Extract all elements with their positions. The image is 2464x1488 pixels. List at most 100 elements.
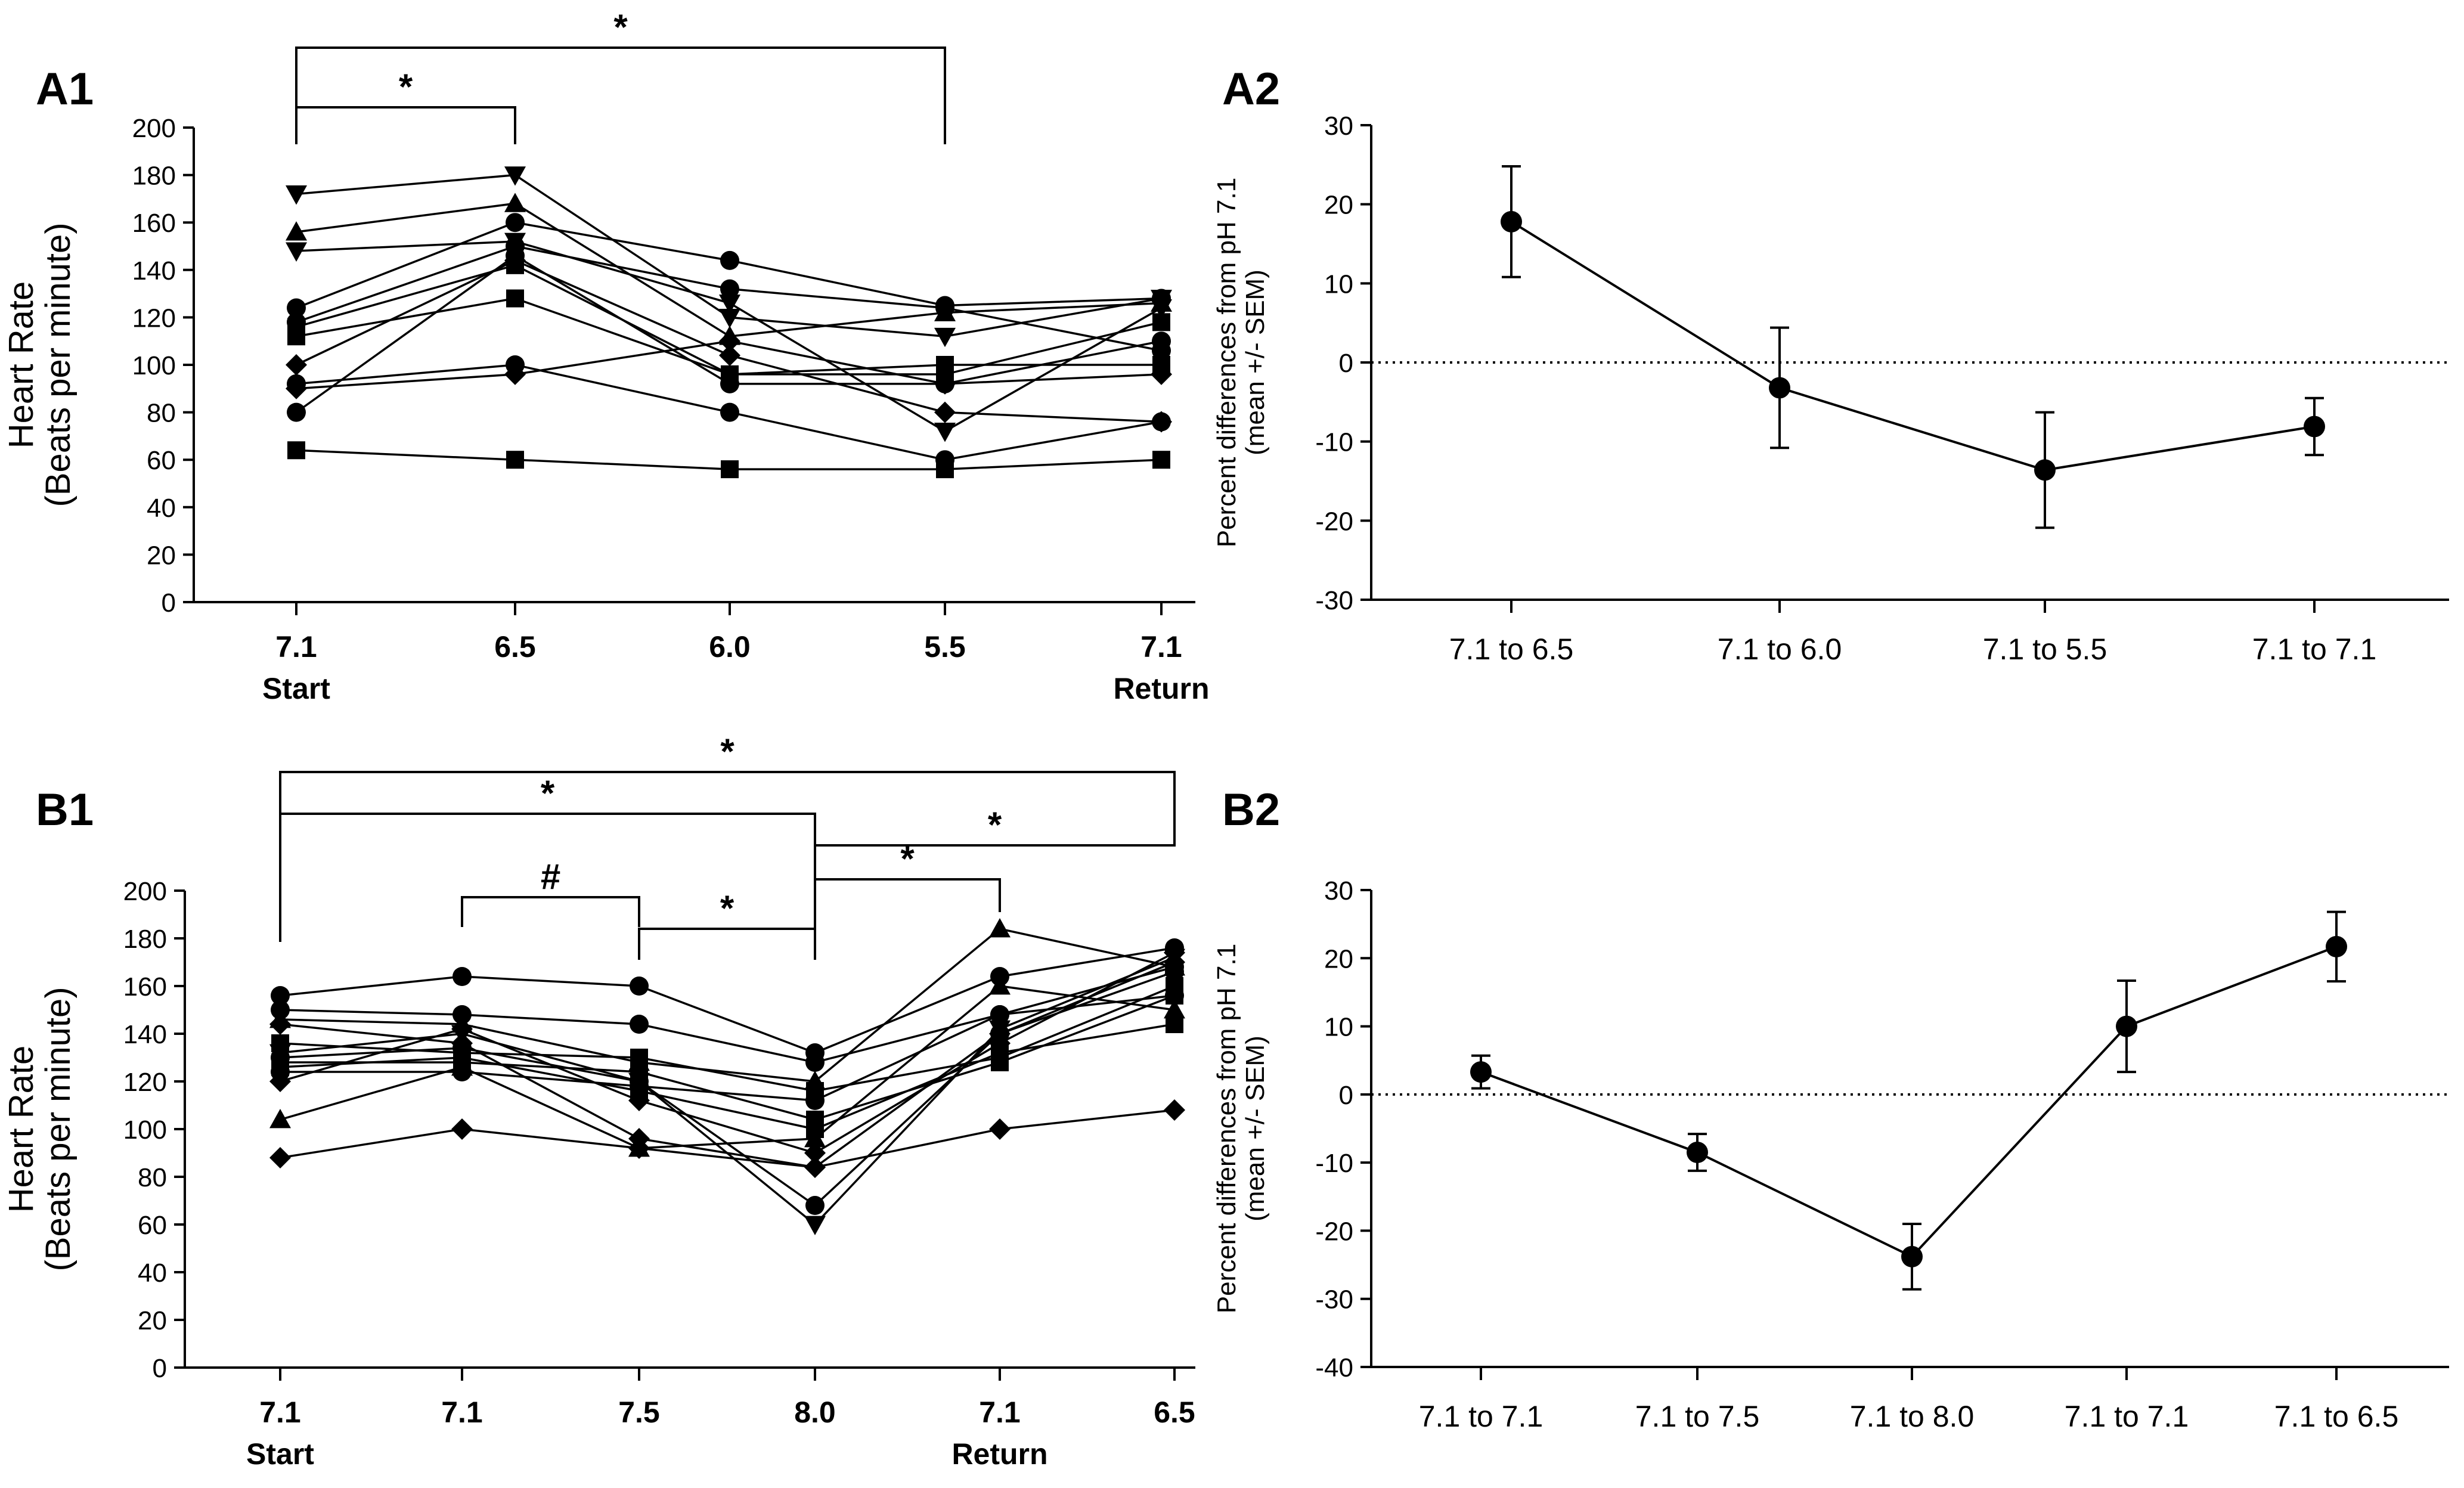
x-tick-label: 7.1 to 7.1 — [1419, 1400, 1544, 1433]
panel-label-b2: B2 — [1222, 785, 1280, 835]
significance-bracket — [814, 844, 1176, 847]
panel-a2: A2 -30 -20 -10 0 10 20 30 7.1 to 6.5 7.1 to 6.0 7.… — [1212, 64, 2449, 666]
series-line — [280, 966, 1175, 1064]
data-point — [936, 356, 954, 374]
series-line — [280, 994, 1175, 1121]
y-axis-title: Percent differences from pH 7.1 — [1212, 178, 1241, 547]
data-point — [990, 1005, 1009, 1024]
y-tick-label: 0 — [162, 588, 176, 618]
series-12 — [271, 962, 1184, 1215]
x-tick-sublabel: Start — [262, 672, 330, 705]
data-point — [1687, 1142, 1708, 1163]
significance-marker: * — [613, 7, 628, 47]
x-tick-label: 7.1 — [441, 1396, 483, 1429]
significance-marker: * — [541, 773, 555, 813]
data-point — [1165, 962, 1184, 981]
data-point — [504, 193, 526, 212]
data-point — [719, 294, 740, 314]
data-point — [936, 460, 954, 479]
data-point — [451, 1056, 473, 1076]
data-point — [934, 423, 956, 442]
series-line — [280, 928, 1175, 1083]
data-point — [506, 451, 524, 469]
y-tick-label: 100 — [132, 351, 176, 380]
data-point — [1152, 331, 1171, 351]
data-point — [271, 986, 290, 1005]
data-point — [1152, 313, 1170, 331]
data-point — [989, 1118, 1011, 1140]
data-point — [271, 1048, 290, 1067]
series-12 — [287, 441, 1170, 479]
y-tick-label: 20 — [138, 1306, 167, 1335]
y-tick-label: 0 — [153, 1354, 167, 1383]
data-point — [989, 975, 1011, 995]
data-point — [286, 242, 307, 262]
y-tick-label: 180 — [123, 925, 167, 954]
data-point — [935, 374, 954, 393]
y-tick-label: 140 — [132, 256, 176, 286]
significance-bracket — [461, 896, 640, 927]
data-point — [2304, 416, 2325, 438]
y-axis-title: (Beats per minute) — [39, 222, 78, 507]
panel-label-a1: A1 — [36, 64, 94, 114]
data-point — [934, 401, 956, 423]
mean-line — [1510, 221, 2315, 472]
x-tick-label: 8.0 — [794, 1396, 836, 1429]
significance-bracket — [279, 813, 816, 942]
data-point — [1165, 986, 1184, 1005]
data-point — [630, 1072, 649, 1091]
series-line — [280, 985, 1175, 1092]
x-tick-label: 7.1 to 7.5 — [1635, 1400, 1760, 1433]
y-axis-title: Percent differences from pH 7.1 — [1212, 944, 1241, 1313]
y-tick-label: 160 — [123, 972, 167, 1002]
data-point — [1152, 412, 1171, 432]
series-line — [280, 994, 1175, 1102]
x-tick-label: 7.1 — [259, 1396, 301, 1429]
y-tick-label: 140 — [123, 1020, 167, 1049]
data-point — [1501, 210, 1522, 232]
y-tick-label: 200 — [132, 114, 176, 143]
data-point — [630, 976, 649, 996]
data-point — [1164, 942, 1185, 963]
data-point — [1152, 289, 1171, 308]
y-tick-label: 20 — [1324, 944, 1353, 974]
data-point — [506, 246, 525, 265]
y-tick-label: 200 — [123, 877, 167, 906]
data-point — [269, 1013, 291, 1035]
series-line — [280, 1109, 1175, 1168]
y-tick-label: -30 — [1315, 586, 1353, 615]
data-point — [934, 327, 956, 348]
x-tick-label: 7.1 to 6.5 — [1449, 633, 1574, 666]
data-point — [286, 185, 307, 205]
x-tick-label: 7.1 to 6.0 — [1718, 633, 1842, 666]
significance-marker: * — [399, 67, 413, 107]
x-tick-label: 6.0 — [709, 630, 751, 664]
y-tick-label: 180 — [132, 162, 176, 191]
data-point — [1769, 377, 1790, 399]
data-point — [2326, 935, 2347, 957]
y-tick-label: 120 — [123, 1068, 167, 1097]
y-axis-title: (mean +/- SEM) — [1241, 1036, 1270, 1222]
y-axis-title: Heart Rate — [2, 281, 41, 448]
data-point — [286, 221, 307, 241]
data-point — [451, 1018, 473, 1040]
y-tick-label: 80 — [138, 1163, 167, 1192]
y-tick-label: -30 — [1315, 1285, 1353, 1315]
data-point — [506, 213, 525, 232]
data-point — [804, 1142, 826, 1164]
data-point — [630, 1015, 649, 1034]
y-tick-label: 30 — [1324, 876, 1353, 906]
data-point — [1164, 1099, 1185, 1121]
data-point — [287, 298, 306, 318]
significance-marker: * — [988, 805, 1002, 845]
data-point — [286, 377, 307, 399]
data-point — [805, 1053, 825, 1072]
panel-label-a2: A2 — [1222, 64, 1280, 114]
data-point — [287, 327, 305, 346]
x-tick-label: 7.1 to 8.0 — [1850, 1400, 1975, 1433]
data-point — [720, 374, 739, 393]
x-tick-label: 7.1 — [1140, 630, 1182, 664]
y-tick-label: -20 — [1315, 1217, 1353, 1246]
data-point — [452, 1038, 472, 1058]
